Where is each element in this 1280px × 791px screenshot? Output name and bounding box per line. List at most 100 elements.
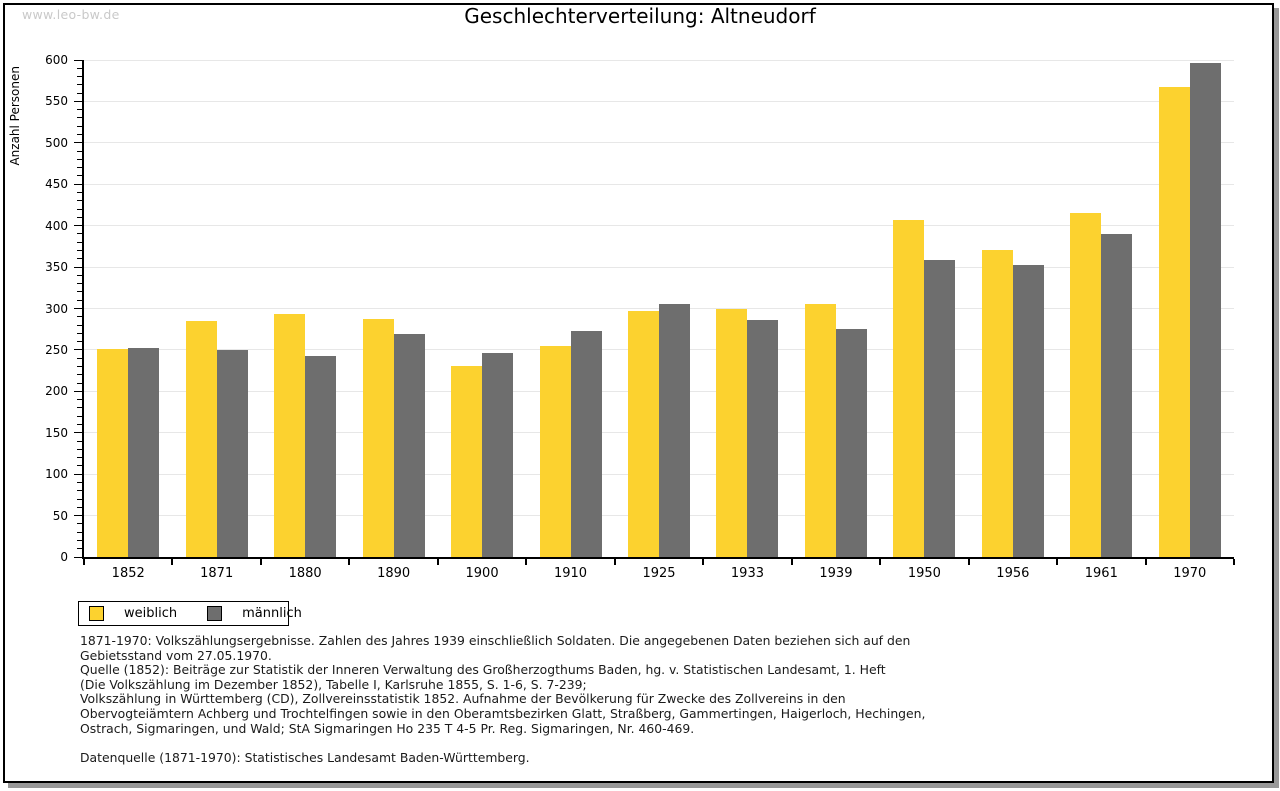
y-minor-tick [77,506,82,508]
bar-männlich-1933 [747,320,779,557]
y-minor-tick [77,481,82,483]
x-axis-label: 1950 [907,566,941,581]
x-tick [790,559,793,565]
gridline [84,266,1234,268]
y-minor-tick [77,67,82,69]
bar-männlich-1950 [924,260,956,557]
y-minor-tick [77,216,82,218]
x-tick [1233,559,1235,565]
legend-label: weiblich [124,606,178,621]
source-line [80,736,1180,751]
y-minor-tick [77,167,82,169]
x-tick [436,559,439,565]
y-minor-tick [77,490,82,492]
bar-männlich-1880 [305,355,337,557]
y-minor-tick [77,258,82,260]
y-minor-tick [77,192,82,194]
bar-weiblich-1852 [97,349,129,557]
y-axis-title: Anzahl Personen [8,66,22,166]
bar-weiblich-1970 [1158,87,1190,557]
bar-weiblich-1900 [451,365,483,557]
legend-swatch-maennlich-icon [207,606,223,621]
y-minor-tick [77,357,82,359]
bar-männlich-1852 [128,348,160,557]
source-line: Volkszählung in Württemberg (CD), Zollve… [80,691,846,707]
source-line: 1871-1970: Volkszählungsergebnisse. Zahl… [80,633,911,648]
y-tick-label: 50 [52,508,68,523]
y-major-tick [74,100,82,102]
y-major-tick [74,432,82,434]
x-tick [525,559,528,565]
y-minor-tick [77,233,82,235]
x-tick [171,559,174,565]
y-minor-tick [77,539,82,541]
bar-weiblich-1956 [981,249,1013,557]
bar-weiblich-1950 [893,219,925,557]
y-tick-label: 600 [45,53,68,67]
legend: weiblich männlich [78,601,302,626]
y-minor-tick [77,109,82,111]
y-minor-tick [77,365,82,367]
y-minor-tick [77,158,82,160]
y-minor-tick [77,523,82,525]
y-major-tick [74,225,82,227]
x-tick [1056,559,1059,565]
x-tick [83,559,85,565]
x-axis-label: 1852 [111,566,145,581]
legend-swatch-weiblich-icon [89,606,104,621]
y-minor-tick [77,415,82,417]
y-minor-tick [77,448,82,450]
y-tick-label: 450 [45,177,68,192]
bar-männlich-1961 [1101,233,1133,557]
gridline [84,183,1234,185]
y-tick-label: 0 [60,550,68,564]
legend-item-weiblich: weiblich [89,606,177,621]
y-major-tick [74,349,82,351]
y-minor-tick [77,175,82,177]
chart-title: Geschlechterverteilung: Altneudorf [464,4,816,28]
y-major-tick [74,390,82,392]
y-minor-tick [77,291,82,293]
y-minor-tick [77,399,82,401]
y-tick-label: 350 [45,260,68,275]
y-minor-tick [77,92,82,94]
source-line: Ostrach, Sigmaringen, und Wald; StA Sigm… [80,720,695,736]
y-minor-tick [77,76,82,78]
watermark: www.leo-bw.de [22,7,120,22]
y-minor-tick [77,498,82,500]
y-minor-tick [77,134,82,136]
gridline [84,225,1234,227]
bar-weiblich-1925 [628,311,659,557]
x-tick [348,559,351,565]
y-major-tick [74,556,82,558]
x-axis-label: 1900 [465,566,499,581]
y-tick-label: 200 [45,384,68,399]
y-minor-tick [77,423,82,425]
bar-männlich-1956 [1012,265,1044,557]
y-major-tick [74,308,82,309]
y-minor-tick [77,283,82,285]
y-minor-tick [77,374,82,376]
bar-weiblich-1871 [185,320,217,557]
y-minor-tick [77,440,82,442]
y-minor-tick [77,150,82,152]
y-minor-tick [77,465,82,467]
y-tick-label: 400 [45,218,68,233]
gridline [84,142,1234,144]
bar-männlich-1970 [1189,62,1221,557]
y-tick-label: 550 [45,94,68,109]
y-tick-label: 500 [45,135,68,150]
bar-männlich-1925 [659,303,690,557]
x-tick [1144,559,1147,565]
x-axis-label: 1880 [288,566,322,581]
x-axis-label: 1970 [1173,566,1207,581]
y-minor-tick [77,382,82,384]
source-line: Quelle (1852): Beiträge zur Statistik de… [80,662,886,678]
y-major-tick [74,183,82,185]
bar-weiblich-1961 [1070,213,1102,557]
bar-weiblich-1910 [539,345,571,557]
y-minor-tick [77,531,82,533]
y-minor-tick [77,324,82,326]
y-tick-label: 150 [45,425,68,440]
